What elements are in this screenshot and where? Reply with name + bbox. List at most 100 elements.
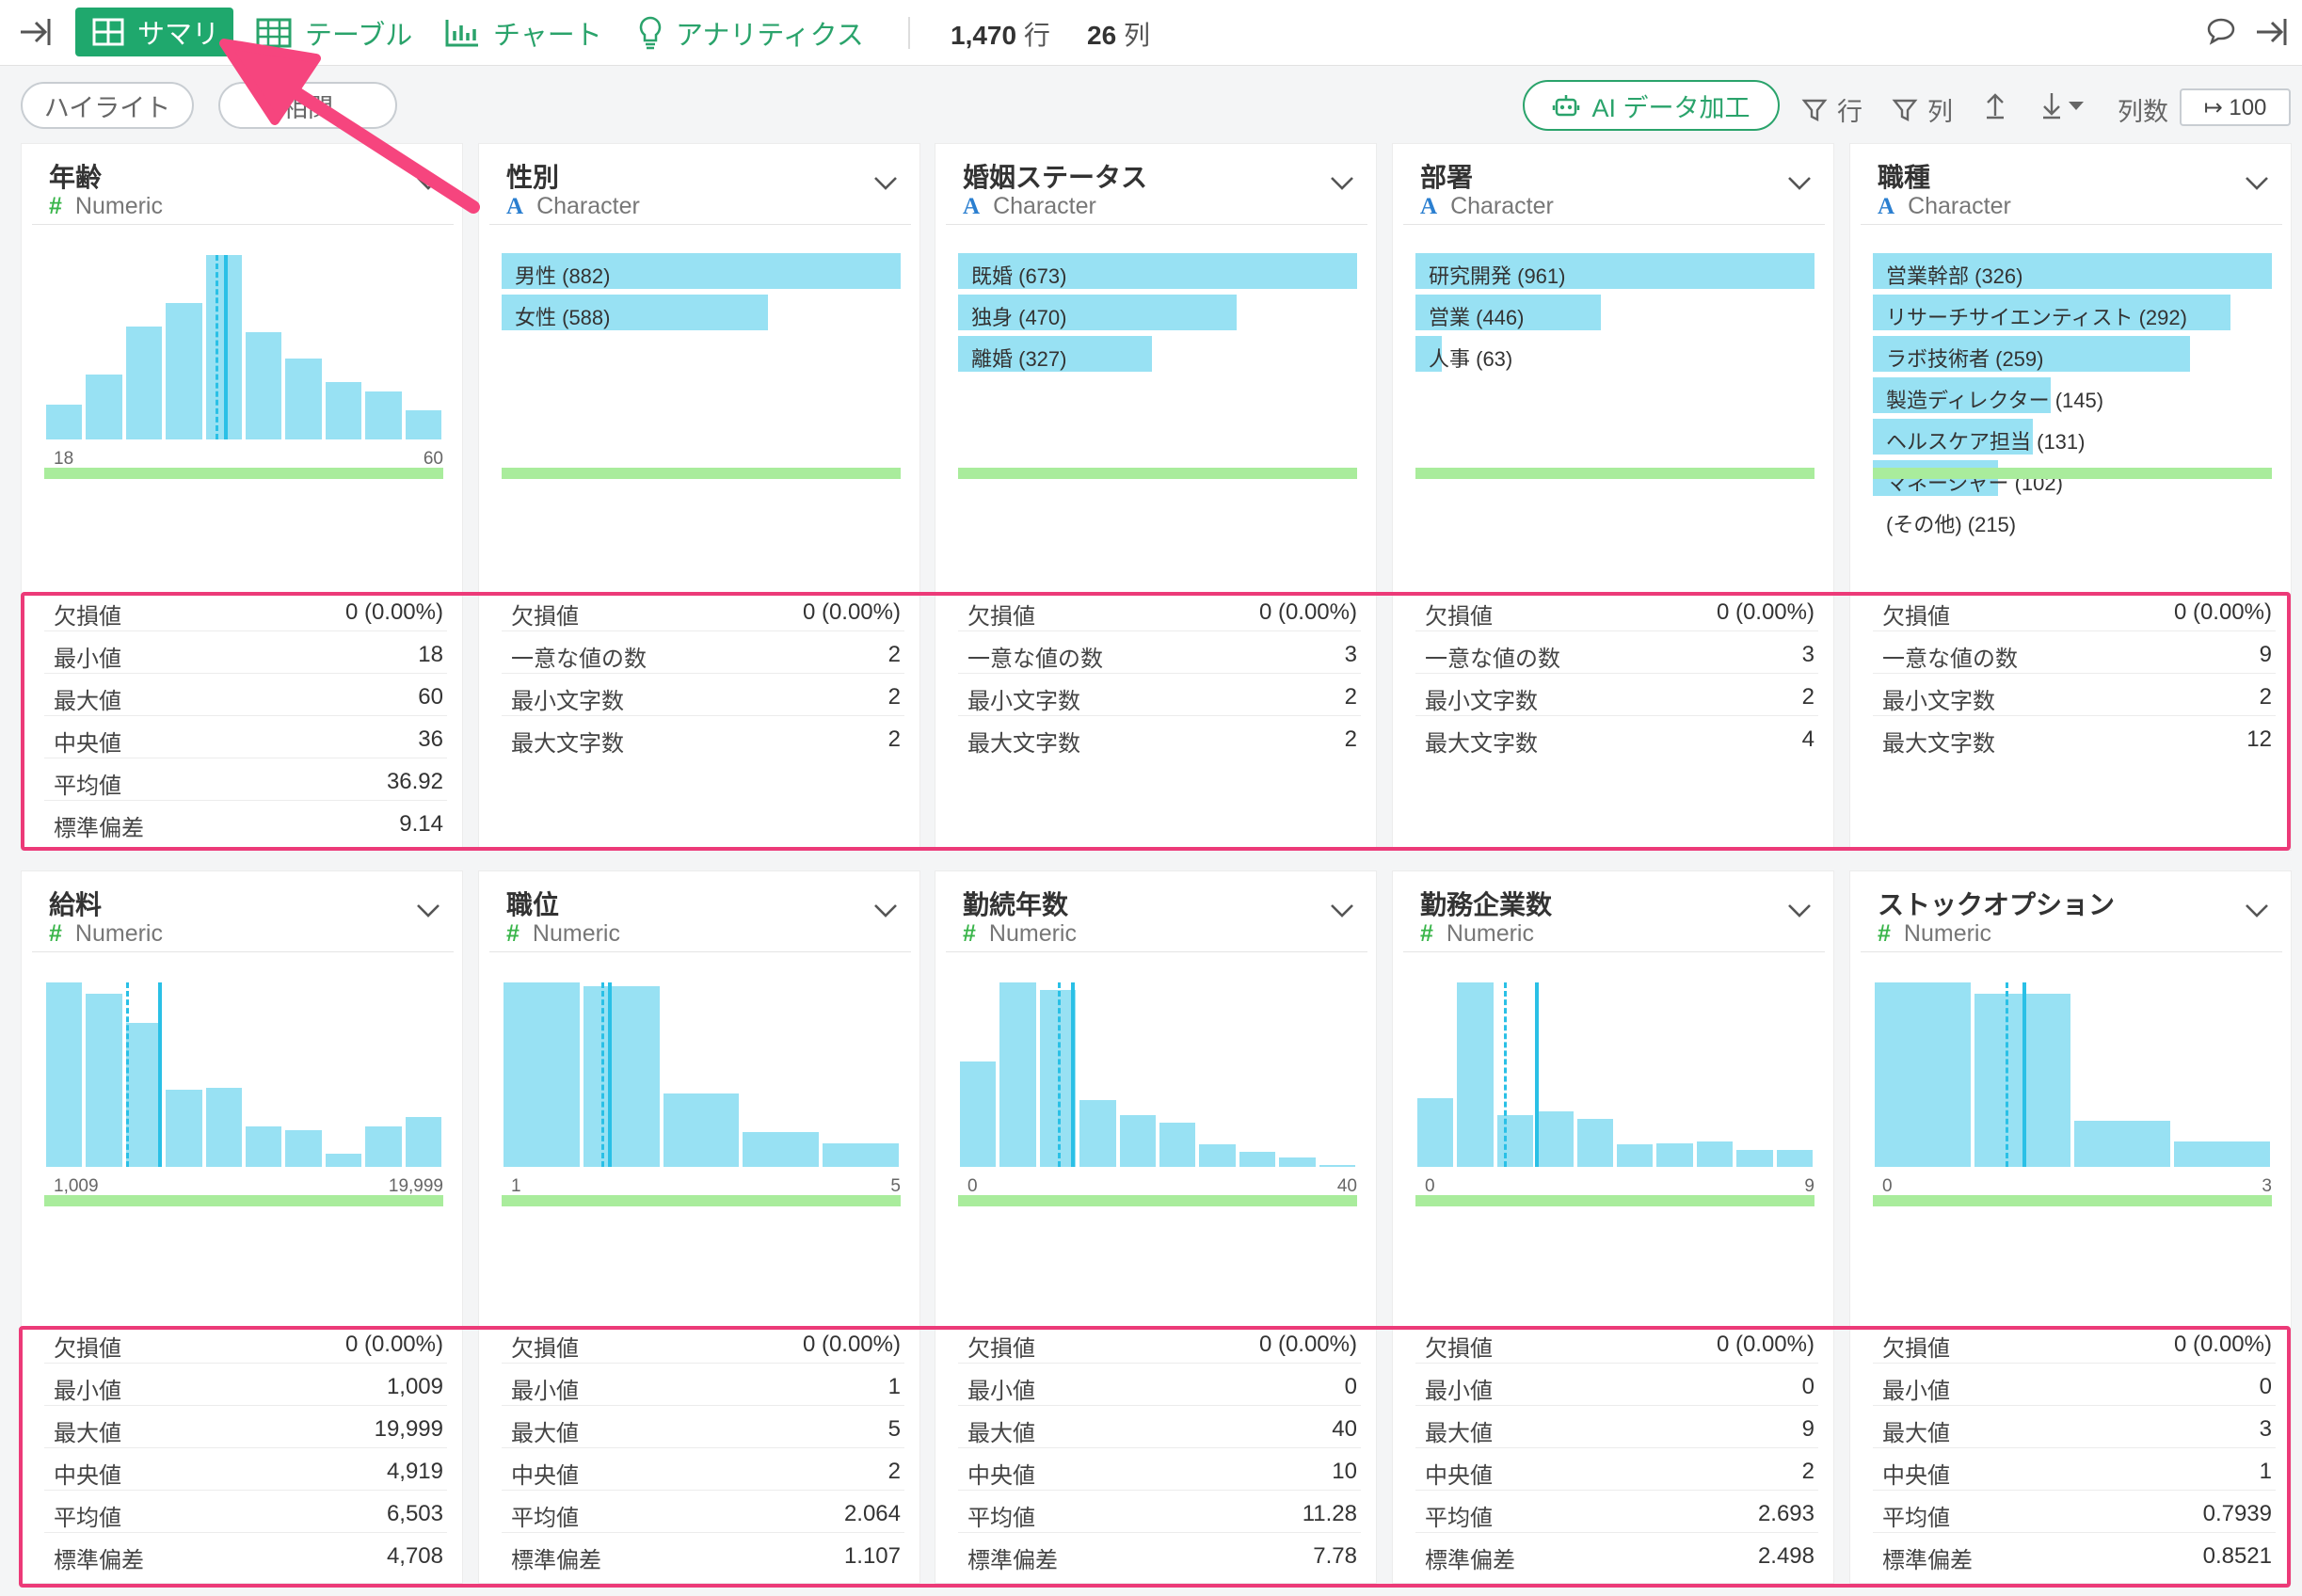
filter-rows-button[interactable]: 行	[1801, 91, 1862, 128]
histogram-bar[interactable]	[1079, 1100, 1116, 1167]
card-header: 勤続年数 # Numeric	[946, 871, 1367, 952]
chevron-down-icon[interactable]	[873, 903, 898, 923]
chevron-down-icon[interactable]	[416, 176, 440, 196]
histogram-bar[interactable]	[46, 404, 83, 439]
histogram-bar[interactable]	[365, 391, 402, 439]
histogram-bar[interactable]	[86, 993, 122, 1167]
histogram-bar[interactable]	[1656, 1142, 1693, 1167]
histogram-bar[interactable]	[405, 1117, 441, 1167]
histogram-bar[interactable]	[325, 1154, 362, 1167]
category-bar[interactable]: 独身 (470)	[958, 295, 1357, 330]
ai-data-processing-button[interactable]: AI データ加工	[1523, 80, 1780, 131]
category-bar[interactable]: 離婚 (327)	[958, 336, 1357, 372]
tab-analytics[interactable]: アナリティクス	[638, 13, 864, 53]
histogram-bar[interactable]	[325, 382, 362, 439]
histogram-bar[interactable]	[823, 1142, 899, 1167]
chevron-down-icon[interactable]	[416, 903, 440, 923]
histogram-bar[interactable]	[246, 332, 282, 439]
histogram-bar[interactable]	[743, 1131, 820, 1167]
category-bar[interactable]: (その他) (215)	[1873, 502, 2272, 537]
chevron-down-icon[interactable]	[1330, 176, 1354, 196]
sort-ascending-icon[interactable]	[1984, 91, 2006, 120]
histogram-bar[interactable]	[246, 1125, 282, 1167]
histogram-bar[interactable]	[583, 985, 660, 1167]
histogram-bar[interactable]	[405, 409, 441, 439]
histogram-bar[interactable]	[1319, 1165, 1355, 1167]
histogram-bar[interactable]	[1039, 989, 1077, 1167]
comment-icon[interactable]	[2206, 17, 2249, 45]
histogram-bar[interactable]	[663, 1093, 740, 1167]
chevron-down-icon[interactable]	[2245, 176, 2269, 196]
correlation-button[interactable]: 相関	[218, 82, 397, 129]
histogram-bar[interactable]	[1617, 1144, 1654, 1167]
histogram[interactable]	[44, 255, 443, 439]
category-bar[interactable]: 人事 (63)	[1415, 336, 1814, 372]
histogram[interactable]	[44, 982, 443, 1167]
collapse-left-icon[interactable]	[17, 13, 68, 51]
histogram-bar[interactable]	[86, 375, 122, 439]
histogram[interactable]	[1415, 982, 1814, 1167]
highlight-button[interactable]: ハイライト	[21, 82, 194, 129]
category-bar[interactable]: 既婚 (673)	[958, 253, 1357, 289]
histogram-bar[interactable]	[166, 1089, 202, 1167]
column-count-selector[interactable]: ↦ 100	[2180, 88, 2291, 126]
histogram-bar[interactable]	[960, 1061, 997, 1167]
histogram-bar[interactable]	[1239, 1152, 1276, 1167]
histogram-bar[interactable]	[1199, 1144, 1236, 1167]
histogram[interactable]	[502, 982, 901, 1167]
histogram-bar[interactable]	[2174, 1141, 2270, 1167]
category-bar[interactable]: ラボ技術者 (259)	[1873, 336, 2272, 372]
tab-summary[interactable]: サマリ	[75, 8, 233, 56]
histogram[interactable]	[958, 982, 1357, 1167]
histogram-bar[interactable]	[1457, 982, 1494, 1167]
numeric-type-icon: #	[1878, 920, 1891, 947]
histogram-bar[interactable]	[125, 327, 163, 439]
chevron-down-icon[interactable]	[873, 176, 898, 196]
collapse-right-icon[interactable]	[2253, 13, 2302, 51]
histogram-bar[interactable]	[1776, 1150, 1813, 1167]
sort-descending-dropdown-icon[interactable]	[2040, 91, 2089, 120]
histogram-bar[interactable]	[205, 1087, 242, 1167]
histogram-bar[interactable]	[46, 982, 83, 1167]
histogram-bar[interactable]	[166, 302, 202, 439]
category-bar[interactable]: ヘルスケア担当 (131)	[1873, 419, 2272, 455]
category-bar[interactable]: 研究開発 (961)	[1415, 253, 1814, 289]
category-bar[interactable]: 女性 (588)	[502, 295, 901, 330]
category-bar[interactable]: リサーチサイエンティスト (292)	[1873, 295, 2272, 330]
stat-row: 最大値 19,999	[44, 1406, 447, 1448]
histogram-bar[interactable]	[1496, 1115, 1534, 1167]
histogram-bar[interactable]	[1159, 1122, 1196, 1167]
chevron-down-icon[interactable]	[1787, 176, 1812, 196]
histogram-bar[interactable]	[999, 982, 1036, 1167]
stat-label: 平均値	[511, 1506, 579, 1531]
chevron-down-icon[interactable]	[2245, 903, 2269, 923]
tab-chart[interactable]: チャート	[444, 13, 602, 53]
category-bar[interactable]: 製造ディレクター (145)	[1873, 377, 2272, 413]
histogram-bar[interactable]	[1119, 1115, 1156, 1167]
histogram-bar[interactable]	[285, 1129, 322, 1167]
histogram[interactable]	[1873, 982, 2272, 1167]
histogram-bar[interactable]	[1279, 1157, 1316, 1167]
stat-value: 3	[2259, 1416, 2272, 1442]
histogram-bar[interactable]	[125, 1023, 163, 1167]
histogram-bar[interactable]	[205, 255, 242, 439]
tab-table[interactable]: テーブル	[256, 13, 412, 53]
chevron-down-icon[interactable]	[1330, 903, 1354, 923]
histogram-bar[interactable]	[1974, 993, 2070, 1167]
category-bar[interactable]: 男性 (882)	[502, 253, 901, 289]
histogram-bar[interactable]	[504, 982, 580, 1167]
histogram-bar[interactable]	[285, 358, 322, 439]
category-bar[interactable]: 営業幹部 (326)	[1873, 253, 2272, 289]
histogram-bar[interactable]	[1537, 1111, 1574, 1167]
histogram-bar[interactable]	[1576, 1119, 1613, 1167]
category-label: 研究開発 (961)	[1429, 264, 1566, 288]
histogram-bar[interactable]	[1875, 982, 1971, 1167]
histogram-bar[interactable]	[1417, 1098, 1454, 1167]
filter-columns-button[interactable]: 列	[1892, 91, 1953, 128]
histogram-bar[interactable]	[1696, 1141, 1734, 1167]
histogram-bar[interactable]	[1736, 1150, 1773, 1167]
histogram-bar[interactable]	[365, 1125, 402, 1167]
histogram-bar[interactable]	[2074, 1121, 2170, 1167]
category-bar[interactable]: 営業 (446)	[1415, 295, 1814, 330]
chevron-down-icon[interactable]	[1787, 903, 1812, 923]
